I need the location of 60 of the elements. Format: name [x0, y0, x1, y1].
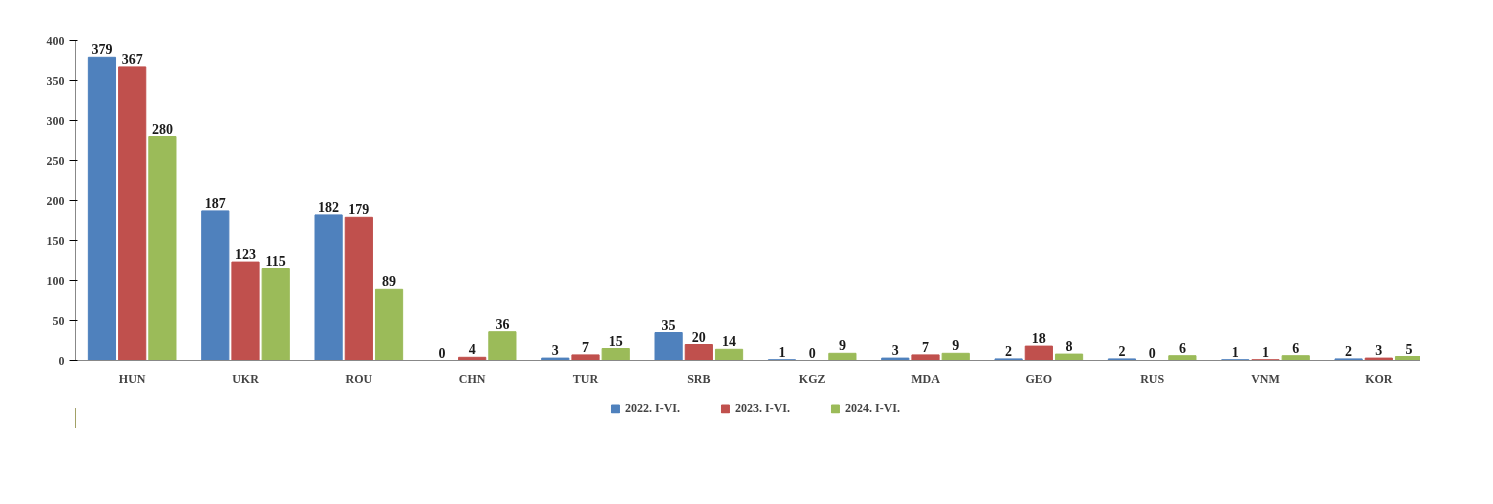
data-label: 6 [1292, 340, 1300, 356]
legend-label: 2022. I-VI. [624, 400, 680, 416]
x-tick-label: KOR [1365, 371, 1393, 386]
data-label: 8 [1065, 339, 1073, 355]
data-label: 280 [151, 121, 173, 137]
data-label: 2 [1005, 343, 1013, 359]
data-label: 0 [1148, 345, 1156, 361]
data-label: 15 [608, 333, 623, 349]
data-label: 89 [382, 274, 397, 290]
data-label: 7 [922, 339, 929, 355]
data-label: 187 [204, 195, 226, 211]
data-label: 5 [1405, 341, 1413, 357]
y-tick-label: 400 [46, 33, 65, 48]
x-tick-label: MDA [911, 371, 941, 386]
legend-label: 2024. I-VI. [845, 400, 901, 416]
data-label: 7 [582, 339, 589, 355]
y-tick-label: 100 [46, 273, 65, 288]
x-tick-label: SRB [687, 371, 711, 386]
data-label: 35 [661, 317, 676, 333]
data-label: 379 [91, 42, 113, 58]
data-label: 14 [722, 334, 737, 350]
x-tick-label: ROU [345, 371, 373, 386]
y-tick-label: 50 [52, 313, 65, 328]
data-label: 36 [495, 316, 510, 332]
y-tick-label: 250 [46, 153, 65, 168]
data-label: 3 [551, 343, 559, 359]
data-label: 123 [235, 247, 256, 263]
data-label: 2 [1118, 343, 1126, 359]
x-tick-label: HUN [118, 371, 146, 386]
data-label: 4 [468, 342, 476, 358]
data-label: 20 [691, 329, 706, 345]
x-tick-label: VNM [1251, 371, 1280, 386]
x-tick-label: TUR [572, 371, 599, 386]
y-tick-label: 200 [46, 193, 65, 208]
y-tick-label: 350 [46, 73, 65, 88]
data-label: 2 [1345, 343, 1353, 359]
data-label: 9 [952, 338, 960, 354]
y-tick-label: 150 [46, 233, 65, 248]
data-label: 182 [318, 199, 340, 215]
data-label: 18 [1031, 331, 1046, 347]
data-label: 0 [808, 345, 816, 361]
x-tick-label: RUS [1140, 371, 1165, 386]
x-tick-label: KGZ [798, 371, 826, 386]
data-label: 9 [838, 338, 846, 354]
y-tick-label: 300 [46, 113, 65, 128]
data-label: 1 [778, 344, 786, 360]
data-label: 367 [121, 51, 143, 67]
x-tick-label: GEO [1025, 371, 1053, 386]
x-tick-label: UKR [232, 371, 260, 386]
data-label: 3 [1375, 343, 1383, 359]
x-tick-label: CHN [458, 371, 486, 386]
data-label: 1 [1262, 344, 1269, 360]
data-label: 179 [348, 202, 370, 218]
data-label: 1 [1231, 344, 1239, 360]
data-label: 115 [265, 253, 286, 269]
legend-label: 2023. I-VI. [734, 400, 791, 416]
data-label: 0 [438, 345, 446, 361]
data-label: 3 [891, 343, 899, 359]
data-label: 6 [1178, 340, 1186, 356]
y-tick-label: 0 [58, 353, 65, 368]
